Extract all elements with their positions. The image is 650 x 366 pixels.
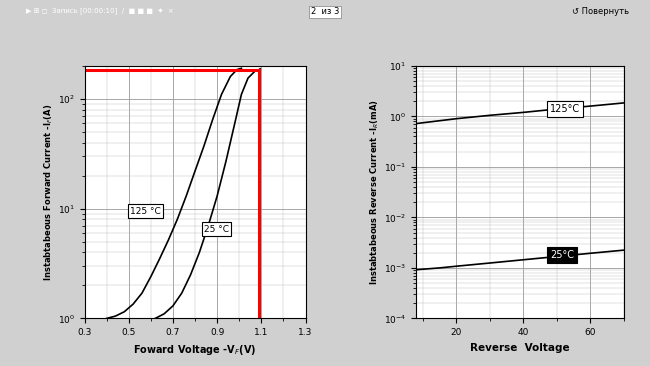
Text: ↺ Повернуть: ↺ Повернуть: [572, 7, 629, 16]
Text: 125°C: 125°C: [550, 104, 580, 114]
Text: 125 °C: 125 °C: [130, 207, 161, 216]
X-axis label: Foward Voltage -V$_F$(V): Foward Voltage -V$_F$(V): [133, 343, 257, 357]
X-axis label: Reverse  Voltage: Reverse Voltage: [470, 343, 570, 353]
Text: 2  из 3: 2 из 3: [311, 7, 339, 16]
Text: ▶ ⊞ ◻  Запись [00:00:10]  /  ■ ■ ■  ✦  ×: ▶ ⊞ ◻ Запись [00:00:10] / ■ ■ ■ ✦ ×: [26, 8, 174, 15]
Y-axis label: Instabtabeous Forward Current -I$_F$(A): Instabtabeous Forward Current -I$_F$(A): [42, 104, 55, 281]
Text: 25 °C: 25 °C: [204, 225, 229, 234]
Text: 25°C: 25°C: [550, 250, 574, 260]
Y-axis label: Instabtabeous Reverse Current -I$_R$(mA): Instabtabeous Reverse Current -I$_R$(mA): [369, 99, 381, 285]
